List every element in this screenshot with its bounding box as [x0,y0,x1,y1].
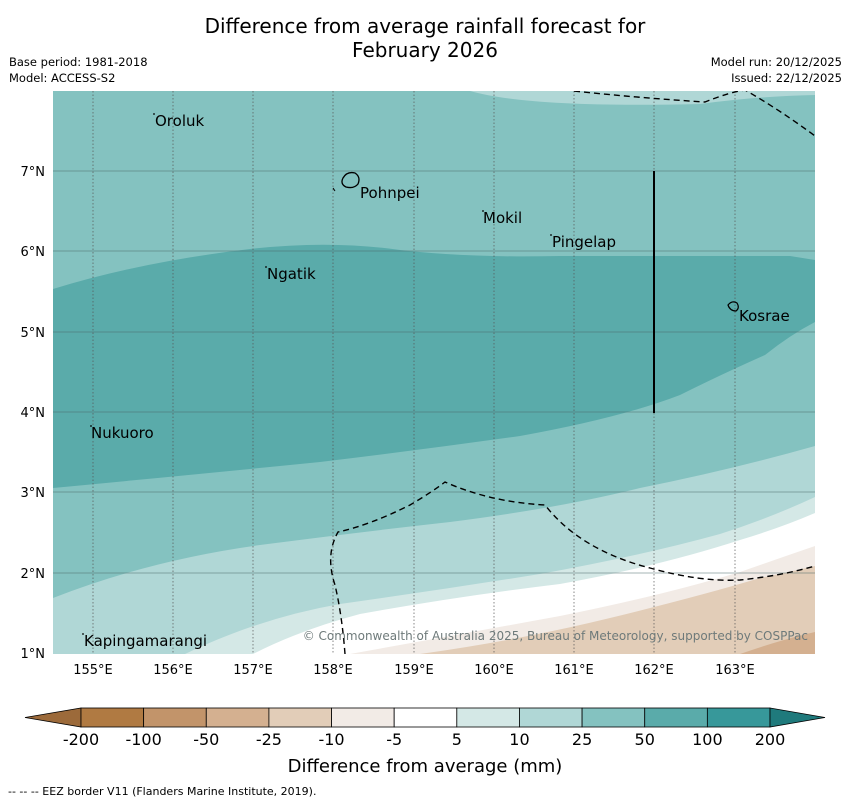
legend-tick-label: 200 [755,730,786,749]
oroluk-atoll [153,113,155,115]
lon-label: 155°E [73,663,113,678]
lat-label: 7°N [21,165,46,180]
legend-tick-label: -200 [63,730,99,749]
place-oroluk: Oroluk [155,112,204,130]
place-pingelap: Pingelap [552,233,616,251]
lon-axis: 155°E 156°E 157°E 158°E 159°E 160°E 161°… [73,663,755,678]
band-minus10-minus25 [420,566,815,654]
legend-color-swatch [519,707,583,728]
place-nukuoro: Nukuoro [91,424,154,442]
eez-footnote: -- -- -- EEZ border V11 (Flanders Marine… [8,785,317,798]
lat-label: 2°N [21,567,46,582]
nukuoro-atoll [90,425,92,427]
lon-label: 156°E [153,663,193,678]
rainfall-contours [53,91,815,654]
place-pohnpei: Pohnpei [360,184,420,202]
copyright-notice: © Commonwealth of Australia 2025, Bureau… [303,629,808,643]
lat-label: 1°N [21,647,46,662]
legend-color-swatch [706,707,771,728]
legend-tick-label: -50 [193,730,219,749]
mokil-atoll [482,210,484,212]
band-minus25-minus50 [740,632,815,654]
legend-tick-label: 10 [509,730,529,749]
island-outlines [82,113,739,635]
lon-label: 157°E [233,663,273,678]
legend-tick-labels: -200 -100 -50 -25 -10 -5 5 10 25 50 100 200 [63,730,785,749]
pohnpei-islet [332,187,336,192]
lon-label: 158°E [313,663,353,678]
kapingamarangi-atoll [82,633,84,635]
place-kapingamarangi: Kapingamarangi [84,632,207,650]
legend-colorbar [24,707,826,728]
place-mokil: Mokil [483,209,522,227]
lat-label: 5°N [21,326,46,341]
legend-tick-label: 5 [452,730,462,749]
legend-color-swatch [331,707,395,728]
model-run: Model run: 20/12/2025 [710,55,842,69]
lon-label: 159°E [394,663,434,678]
band-10-25-top [470,91,815,105]
graticule [92,91,736,654]
pingelap-atoll [550,234,552,236]
legend-color-swatch [644,707,708,728]
issued-date: Issued: 22/12/2025 [731,71,842,85]
lon-label: 163°E [715,663,755,678]
legend-tick-label: 25 [572,730,592,749]
lat-label: 6°N [21,245,46,260]
legend-arrow-high [769,707,826,728]
lat-label: 4°N [21,406,46,421]
place-kosrae: Kosrae [739,307,790,325]
legend-color-swatch [80,707,145,728]
band-50-100 [53,244,815,488]
legend-tick-label: -100 [125,730,161,749]
legend-color-swatch [581,707,646,728]
lon-label: 160°E [474,663,514,678]
map-title-line2: February 2026 [352,38,498,62]
map-title-line1: Difference from average rainfall forecas… [204,14,646,38]
ngatik-atoll [265,266,267,268]
lat-label: 3°N [21,486,46,501]
legend-tick-label: -5 [386,730,402,749]
place-labels: Oroluk Pohnpei Mokil Pingelap Ngatik Kos… [84,112,790,650]
base-period: Base period: 1981-2018 [9,55,148,69]
eez-border [330,91,815,654]
lon-label: 162°E [634,663,674,678]
legend-color-swatch [393,707,458,728]
legend-tick-label: -25 [256,730,282,749]
legend-color-swatch [268,707,332,728]
pohnpei-outline [341,171,360,189]
legend-color-swatch [456,707,520,728]
place-ngatik: Ngatik [267,265,316,283]
legend-tick-label: -10 [318,730,344,749]
latitude-lines [53,170,815,574]
legend-color-swatch [205,707,270,728]
legend-title: Difference from average (mm) [288,756,563,777]
lon-label: 161°E [554,663,594,678]
lat-axis: 7°N 6°N 5°N 4°N 3°N 2°N 1°N [21,165,46,662]
legend-tick-label: 100 [692,730,723,749]
legend-color-swatch [143,707,207,728]
model-name: Model: ACCESS-S2 [9,71,116,85]
legend-arrow-low [24,707,82,728]
kosrae-outline [727,301,739,312]
legend-tick-label: 50 [635,730,655,749]
